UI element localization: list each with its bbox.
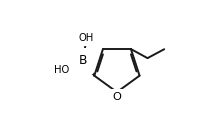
Text: O: O xyxy=(112,92,121,102)
Text: B: B xyxy=(78,54,87,67)
Text: OH: OH xyxy=(79,33,94,43)
Text: HO: HO xyxy=(54,65,70,75)
